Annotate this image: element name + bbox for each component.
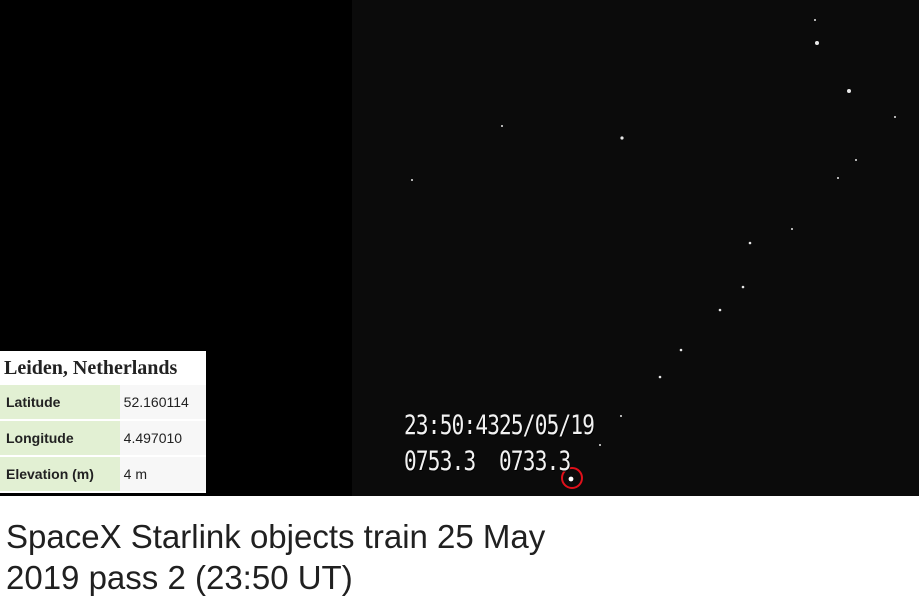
elevation-value: 4 m — [119, 457, 206, 491]
satellite-dot — [411, 179, 413, 181]
satellite-dot — [599, 444, 601, 446]
satellite-dot — [748, 241, 752, 245]
satellite-dot — [837, 177, 839, 179]
satellite-dot — [620, 415, 622, 417]
satellite-dot — [620, 136, 624, 140]
elevation-label: Elevation (m) — [0, 457, 120, 491]
satellite-dot — [658, 375, 662, 379]
caption-line-2: 2019 pass 2 (23:50 UT) — [6, 559, 353, 596]
highlight-circle — [561, 467, 583, 489]
latitude-label: Latitude — [0, 385, 120, 419]
location-table: Latitude 52.160114 Longitude 4.497010 El… — [0, 383, 206, 493]
satellite-dot — [501, 125, 503, 127]
satellite-dot — [847, 89, 851, 93]
satellite-dot — [894, 116, 896, 118]
table-row: Longitude 4.497010 — [0, 421, 206, 455]
caption-line-1: SpaceX Starlink objects train 25 May — [6, 518, 546, 555]
satellite-dot — [741, 285, 745, 289]
satellite-dot — [814, 19, 816, 21]
longitude-value: 4.497010 — [119, 421, 206, 455]
satellite-dot — [679, 348, 683, 352]
caption: SpaceX Starlink objects train 25 May 201… — [6, 516, 706, 598]
osd-right-value: 0733.3 — [499, 446, 571, 477]
satellite-dot — [791, 228, 793, 230]
satellite-dot — [718, 308, 722, 312]
table-row: Elevation (m) 4 m — [0, 457, 206, 491]
night-sky-frame: 23:50:43 25/05/19 0753.3 0733.3 — [352, 0, 919, 496]
location-title: Leiden, Netherlands — [4, 357, 178, 379]
osd-time: 23:50:43 — [404, 410, 500, 441]
highlighted-object — [568, 476, 574, 482]
table-row: Latitude 52.160114 — [0, 385, 206, 419]
longitude-label: Longitude — [0, 421, 120, 455]
latitude-value: 52.160114 — [119, 385, 206, 419]
star-field — [411, 19, 896, 489]
osd-date: 25/05/19 — [499, 410, 595, 441]
location-card: Leiden, Netherlands Latitude 52.160114 L… — [0, 351, 206, 493]
satellite-dot — [815, 41, 819, 45]
satellite-dot — [855, 159, 857, 161]
osd-left-value: 0753.3 — [404, 446, 476, 477]
